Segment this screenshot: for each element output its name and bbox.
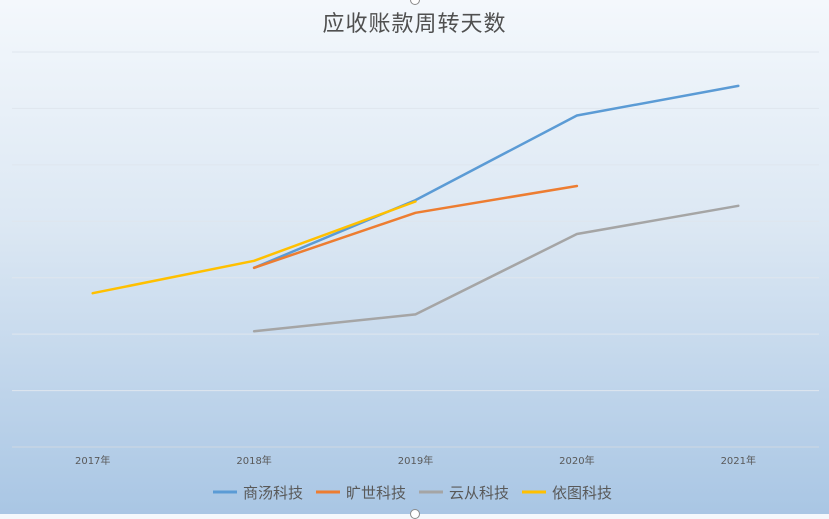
series-line <box>252 84 740 270</box>
series-line <box>252 184 579 270</box>
selection-handle-bottom[interactable] <box>410 509 420 519</box>
series-line <box>91 200 417 295</box>
x-tick-label: 2018年 <box>236 454 271 467</box>
x-tick-label: 2020年 <box>559 454 594 467</box>
series-line <box>252 204 740 333</box>
x-tick-label: 2017年 <box>75 454 110 467</box>
chart-title: 应收账款周转天数 <box>322 12 507 37</box>
x-tick-label: 2019年 <box>398 454 433 467</box>
legend-label: 依图科技 <box>552 484 612 502</box>
legend-label: 云从科技 <box>449 484 509 502</box>
legend-label: 旷世科技 <box>346 484 406 502</box>
x-tick-label: 2021年 <box>721 454 756 467</box>
legend-label: 商汤科技 <box>243 484 303 502</box>
